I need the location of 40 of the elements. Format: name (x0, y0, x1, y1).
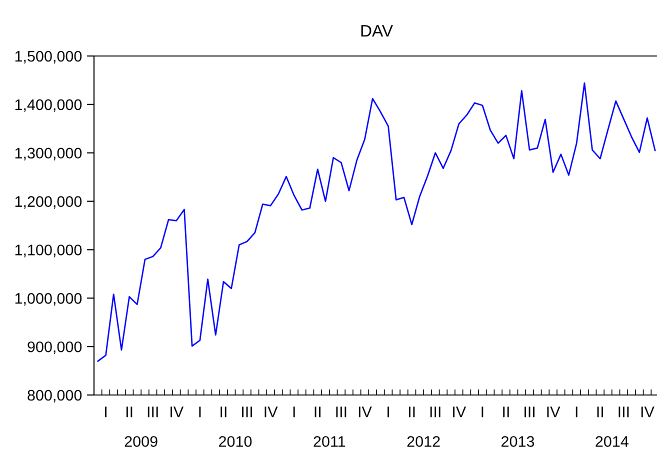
x-tick-label: II (126, 406, 132, 418)
text: 2012 (407, 436, 440, 447)
x-tick-label: I (293, 406, 295, 418)
x-tick-label: III (524, 406, 534, 418)
x-tick-label: II (597, 406, 603, 418)
y-tick-label: 1,200,000 (15, 196, 82, 209)
x-tick-label: IV (547, 406, 560, 418)
x-tick-label: II (220, 406, 226, 418)
text: 2013 (502, 436, 534, 447)
x-tick-label: IV (453, 406, 466, 418)
x-tick-label: III (148, 406, 158, 418)
x-tick-label: III (618, 406, 629, 418)
y-tick-label: 1,000,000 (15, 293, 82, 306)
text: 2009 (124, 436, 158, 447)
y-tick-label: 1,500,000 (15, 50, 82, 64)
x-tick-label: IV (170, 406, 184, 418)
x-tick-label: III (430, 406, 440, 418)
y-tick-label: 1,400,000 (15, 99, 82, 112)
chart-title: DAV (361, 25, 393, 37)
y-tick-label: 1,300,000 (15, 148, 82, 160)
y-tick-label: 1,100,000 (15, 244, 82, 258)
text: 2011 (314, 436, 346, 447)
x-tick-label: II (408, 406, 415, 418)
x-tick-label: II (314, 406, 320, 418)
text: 2010 (219, 436, 252, 447)
x-tick-label: I (576, 406, 578, 418)
y-tick-label: 900,000 (28, 341, 82, 354)
x-tick-label: III (336, 406, 346, 418)
x-tick-label: IV (264, 406, 278, 418)
text: 2014 (596, 436, 628, 447)
x-tick-label: I (199, 406, 201, 418)
line-series (97, 82, 656, 362)
x-tick-label: III (242, 406, 252, 418)
y-tick-label: 800,000 (28, 390, 82, 402)
x-tick-label: II (503, 406, 509, 418)
x-tick-label: IV (358, 406, 372, 418)
x-tick-label: I (482, 406, 484, 418)
x-tick-label: I (105, 406, 106, 418)
x-tick-label: IV (641, 406, 654, 418)
x-tick-label: I (388, 406, 389, 418)
